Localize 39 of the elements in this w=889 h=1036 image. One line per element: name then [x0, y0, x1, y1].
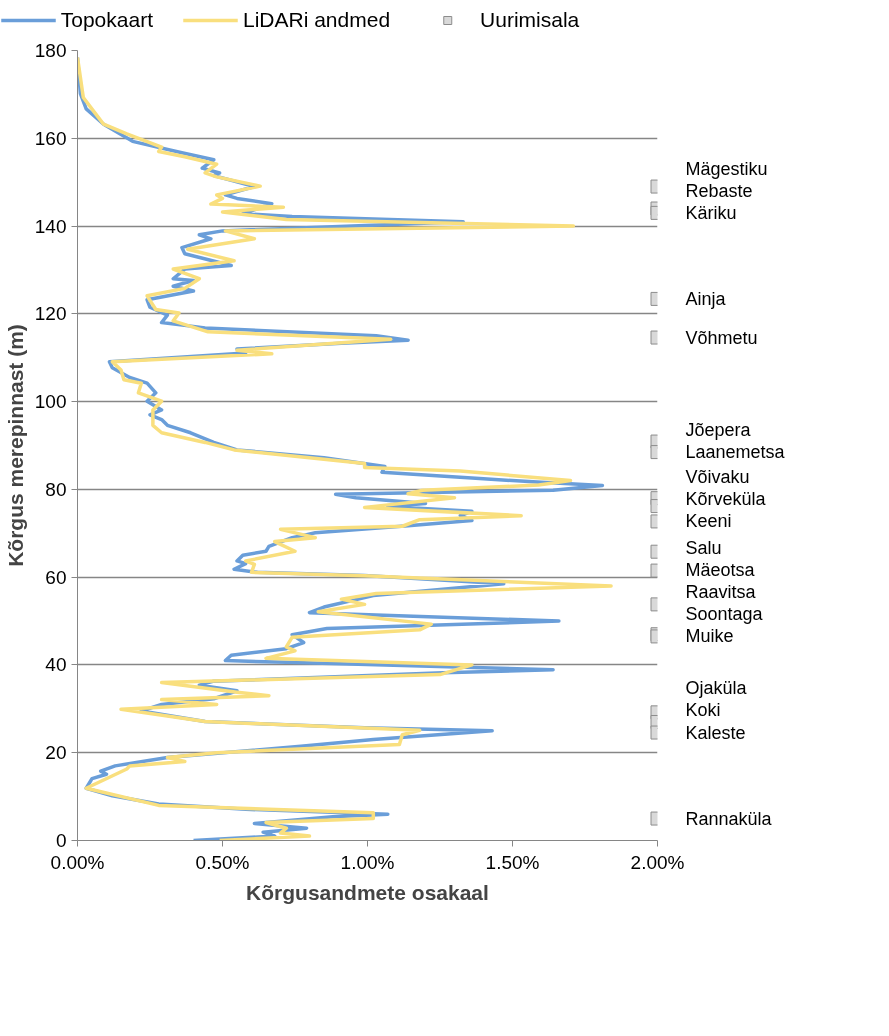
- x-tick-label: 0.50%: [195, 851, 250, 873]
- y-tick-label: 20: [45, 742, 67, 764]
- data-label: Koki: [685, 700, 721, 721]
- legend-label: Topokaart: [60, 8, 153, 32]
- data-label: Käriku: [685, 202, 737, 223]
- y-tick-label: 140: [34, 215, 67, 237]
- x-tick-label: 0.00%: [50, 851, 105, 873]
- data-label: Keeni: [685, 511, 732, 532]
- legend-label: LiDARi andmed: [242, 8, 391, 32]
- x-tick-label: 2.00%: [630, 851, 685, 873]
- data-label: Rannaküla: [685, 808, 773, 829]
- x-axis-title: Kõrgusandmete osakaal: [246, 880, 489, 904]
- data-label: Salu: [685, 537, 722, 558]
- data-label: Laanemetsa: [685, 442, 786, 463]
- data-label: Kaleste: [685, 722, 746, 743]
- data-label: Mäeotsa: [685, 560, 756, 581]
- data-label: Soontaga: [685, 604, 764, 625]
- data-label: Mägestiku: [685, 158, 768, 179]
- data-label: Muike: [685, 626, 734, 647]
- x-tick-label: 1.00%: [340, 851, 395, 873]
- y-tick-label: 80: [45, 478, 67, 500]
- y-axis-title: Kõrgus merepinnast (m): [3, 324, 27, 567]
- y-tick-label: 180: [34, 40, 67, 61]
- legend-label: Uurimisala: [480, 8, 580, 32]
- data-label: Jõepera: [685, 419, 752, 440]
- data-label: Rebaste: [685, 180, 753, 201]
- data-label: Kõrveküla: [685, 489, 767, 510]
- y-tick-label: 0: [55, 830, 67, 851]
- data-label: Raavitsa: [685, 582, 757, 603]
- y-tick-label: 40: [45, 654, 67, 676]
- data-label: Ainja: [685, 288, 727, 309]
- data-label: Võivaku: [685, 467, 750, 488]
- data-label: Ojaküla: [685, 678, 748, 699]
- y-tick-label: 60: [45, 566, 67, 588]
- x-tick-label: 1.50%: [485, 851, 540, 873]
- data-label: Võhmetu: [685, 327, 758, 348]
- y-tick-label: 100: [34, 391, 67, 413]
- y-tick-label: 160: [34, 127, 67, 149]
- y-tick-label: 120: [34, 303, 67, 325]
